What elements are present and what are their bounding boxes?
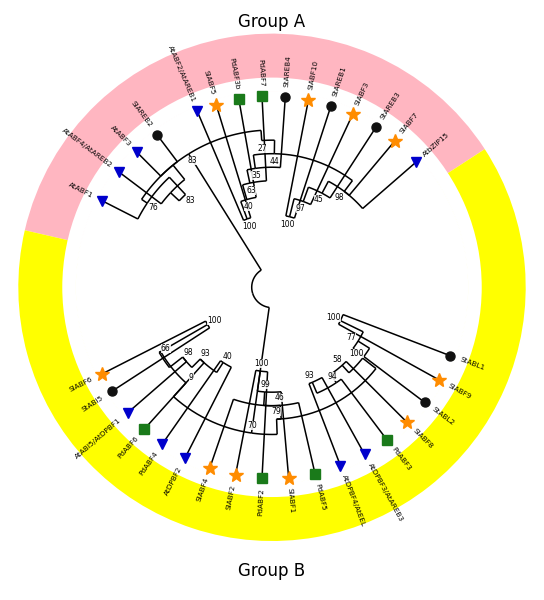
Text: SlABF6: SlABF6 — [69, 376, 94, 393]
Text: 100: 100 — [243, 221, 257, 230]
Text: 76: 76 — [149, 203, 158, 212]
Text: 94: 94 — [327, 372, 337, 381]
Text: 46: 46 — [275, 394, 285, 403]
Text: SlABF10: SlABF10 — [307, 60, 319, 91]
Text: 58: 58 — [332, 355, 342, 364]
Text: Group A: Group A — [238, 13, 306, 31]
Text: SlABF5: SlABF5 — [203, 70, 216, 96]
Text: 77: 77 — [347, 332, 356, 341]
Text: AtDPBF4/AtEEL: AtDPBF4/AtEEL — [341, 474, 367, 527]
Text: 35: 35 — [251, 172, 261, 181]
Text: PdABF2: PdABF2 — [257, 488, 264, 516]
Text: AtABF4/AtAREB2: AtABF4/AtAREB2 — [61, 127, 113, 169]
Text: 100: 100 — [254, 359, 269, 368]
Text: AtABI5/AtDPBF1: AtABI5/AtDPBF1 — [74, 417, 122, 460]
Text: SlABF7: SlABF7 — [399, 112, 420, 135]
Text: SlABF8: SlABF8 — [412, 428, 434, 449]
Text: PdABF6: PdABF6 — [116, 435, 140, 460]
Text: 98: 98 — [335, 193, 344, 202]
Text: Group B: Group B — [238, 562, 306, 580]
Text: 40: 40 — [222, 352, 232, 361]
Text: 93: 93 — [305, 371, 314, 380]
Text: StABI5: StABI5 — [81, 394, 105, 413]
Text: 100: 100 — [349, 349, 364, 358]
Text: AtABF2/AtAREB1: AtABF2/AtAREB1 — [167, 45, 196, 103]
Wedge shape — [62, 77, 482, 497]
Text: 40: 40 — [244, 202, 254, 211]
Text: 70: 70 — [248, 421, 257, 430]
Text: AtbZIP15: AtbZIP15 — [422, 131, 451, 158]
Wedge shape — [18, 149, 526, 541]
Text: 99: 99 — [261, 380, 270, 389]
Text: 44: 44 — [269, 157, 279, 166]
Text: SlABF3: SlABF3 — [354, 80, 370, 106]
Text: 97: 97 — [296, 204, 306, 213]
Text: StABL1: StABL1 — [459, 356, 485, 371]
Text: 100: 100 — [326, 313, 341, 322]
Text: AtABF3: AtABF3 — [109, 124, 132, 147]
Text: 66: 66 — [161, 344, 171, 353]
Text: PdABF4: PdABF4 — [138, 451, 159, 476]
Text: StABL2: StABL2 — [431, 406, 455, 427]
Text: 9: 9 — [189, 373, 194, 382]
Text: 83: 83 — [186, 196, 195, 205]
Text: PdABF5: PdABF5 — [314, 483, 326, 511]
Text: SlABF2: SlABF2 — [226, 484, 237, 511]
Text: SlAREB2: SlAREB2 — [130, 100, 153, 128]
Text: AtDPBF2: AtDPBF2 — [164, 465, 183, 496]
Text: AtABF1: AtABF1 — [67, 181, 94, 199]
Text: StAREB4: StAREB4 — [283, 55, 291, 87]
Text: 98: 98 — [184, 348, 194, 357]
Text: 83: 83 — [188, 156, 197, 165]
Text: 100: 100 — [207, 316, 221, 325]
Circle shape — [76, 91, 468, 484]
Text: StAREB3: StAREB3 — [379, 90, 401, 120]
Text: 63: 63 — [246, 186, 256, 195]
Text: 79: 79 — [271, 407, 281, 416]
Text: 100: 100 — [281, 220, 295, 229]
Wedge shape — [25, 34, 485, 287]
Text: 45: 45 — [313, 196, 323, 205]
Text: SlABF9: SlABF9 — [447, 382, 472, 400]
Text: AtDPBF3/AtAREB3: AtDPBF3/AtAREB3 — [367, 462, 404, 523]
Text: StAREB1: StAREB1 — [331, 65, 347, 97]
Text: 93: 93 — [201, 349, 211, 358]
Text: SlABF4: SlABF4 — [195, 476, 209, 503]
Text: SlABF1: SlABF1 — [287, 488, 295, 514]
Text: PdABF3b: PdABF3b — [228, 57, 240, 89]
Text: PdABF7: PdABF7 — [257, 58, 264, 86]
Text: 27: 27 — [257, 143, 267, 152]
Text: PdABF3: PdABF3 — [391, 446, 412, 472]
